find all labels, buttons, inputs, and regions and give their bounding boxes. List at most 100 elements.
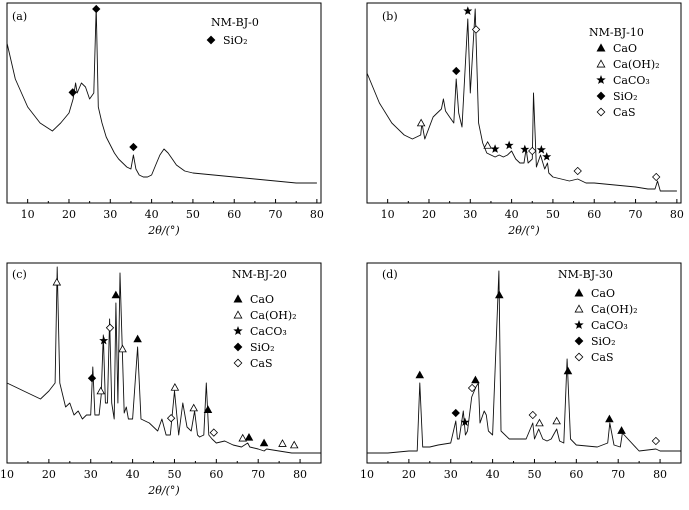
peak-marker-diamond-open [467,383,477,393]
x-tick-label: 10 [360,468,374,481]
peak-marker-triangle-open [118,344,127,353]
x-tick-label: 80 [293,468,307,481]
legend-marker-triangle-open [596,59,606,68]
legend-entry-label: SiO₂ [613,90,637,103]
peak-marker-triangle-filled [415,370,425,379]
peak-marker-triangle-filled [111,290,121,299]
x-tick-label: 60 [569,468,583,481]
x-tick-label: 70 [611,468,625,481]
x-tick-label: 50 [546,208,560,221]
peak-marker-triangle-filled [259,438,269,447]
peak-marker-star [536,145,546,154]
legend-entry-label: CaO [613,42,637,55]
legend-entry-label: CaS [250,357,273,370]
plot-frame [366,2,682,204]
peak-marker-star [463,6,473,15]
x-tick-label: 70 [251,468,265,481]
legend-entry-label: CaO [250,293,274,306]
peak-marker-triangle-filled [563,366,573,375]
legend-marker-star [233,326,243,335]
peak-marker-triangle-open [170,382,180,391]
panel-label: (b) [382,10,398,23]
legend-entry-label: SiO₂ [591,335,615,348]
x-tick-label: 70 [629,208,643,221]
x-tick-label: 20 [422,208,436,221]
peak-marker-triangle-filled [471,375,480,384]
x-tick-label: 10 [0,468,14,481]
peak-marker-diamond-open [652,172,661,182]
peak-marker-diamond-filled [87,374,97,383]
x-tick-label: 80 [653,468,667,481]
peak-marker-triangle-open [189,403,199,412]
x-tick-label: 30 [444,468,458,481]
x-tick-label: 20 [402,468,416,481]
xrd-pattern-line [6,266,321,454]
x-tick-label: 70 [269,208,283,221]
legend-marker-diamond-filled [233,342,243,352]
legend-entry-label: Ca(OH)₂ [250,309,297,322]
peak-marker-triangle-open [535,418,544,427]
peak-marker-triangle-filled [133,334,142,343]
peak-marker-star [490,144,500,153]
legend-marker-triangle-open [574,304,584,313]
x-tick-label: 20 [42,468,56,481]
legend-marker-triangle-filled [574,288,584,297]
sample-name: NM-BJ-10 [589,26,644,39]
peak-marker-diamond-open [528,410,537,420]
peak-marker-diamond-open [651,436,661,446]
peak-marker-diamond-filled [92,4,101,14]
peak-marker-triangle-filled [244,432,254,441]
legend-entry-label: CaO [591,287,615,300]
x-tick-label: 20 [62,208,76,221]
legend-entry-label: CaCO₃ [250,325,287,338]
xrd-panel-d: 10 20 30 40 50 60 70 80 (d) NM-BJ-30 CaO Ca(OH)₂ CaC… [360,262,682,481]
panel-label: (c) [12,268,27,281]
plot-frame [6,262,322,464]
peak-marker-triangle-open [238,433,247,442]
x-tick-label: 30 [84,468,98,481]
legend-marker-triangle-filled [233,294,243,303]
plot-frame [366,262,682,464]
peak-marker-triangle-open [278,439,287,447]
xrd-pattern-line [367,270,681,454]
x-tick-label: 50 [527,468,541,481]
sample-name: NM-BJ-20 [232,268,287,281]
x-axis-title: 2θ/(°) [147,484,179,497]
x-axis-title: 2θ/(°) [507,224,539,237]
peak-marker-star [504,140,514,150]
x-axis-title: 2θ/(°) [147,224,179,237]
legend-entry-label: CaS [591,351,614,364]
xrd-panel-b: 10 20 30 40 50 60 70 80 2θ/(°) (b) NM-BJ-10 CaO Ca(O… [366,2,684,237]
x-tick-label: 40 [126,468,140,481]
legend-marker-diamond-open [596,107,606,117]
peak-marker-diamond-filled [451,408,460,418]
legend-marker-star [596,75,606,84]
plot-frame [6,2,322,204]
legend-marker-diamond-filled [574,336,584,346]
legend-marker-diamond-open [574,352,584,362]
xrd-panel-c: 10 20 30 40 50 60 70 80 2θ/(°) (c) NM-BJ-20 CaO Ca(O… [0,262,322,497]
sample-name: NM-BJ-30 [558,268,613,281]
peak-marker-star [460,417,470,427]
legend-marker-diamond-filled [206,35,216,45]
peak-marker-triangle-filled [203,405,213,413]
x-tick-label: 10 [21,208,35,221]
sample-name: NM-BJ-0 [211,16,259,29]
x-tick-label: 50 [186,208,200,221]
peak-marker-diamond-filled [452,66,461,76]
legend-entry-label: CaCO₃ [613,74,650,87]
peak-marker-star [542,151,552,161]
peak-marker-diamond-open [105,323,115,332]
panel-label: (d) [382,268,398,281]
legend-entry-label: CaS [613,106,636,119]
panel-label: (a) [12,10,27,23]
legend-entry-label: SiO₂ [223,34,247,47]
xrd-pattern-line [6,6,317,184]
x-tick-label: 40 [145,208,159,221]
peak-marker-triangle-open [96,386,106,395]
peak-marker-diamond-filled [68,88,77,97]
x-tick-label: 60 [209,468,223,481]
peak-marker-diamond-open [209,428,218,437]
x-tick-label: 80 [310,208,324,221]
